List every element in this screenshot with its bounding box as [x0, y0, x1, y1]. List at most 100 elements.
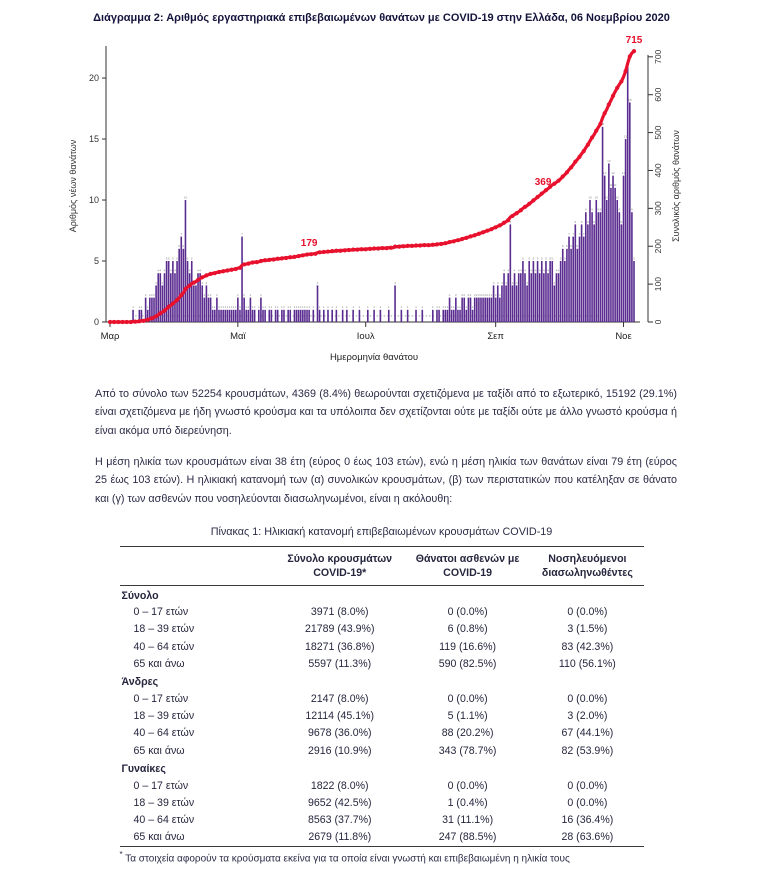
- svg-text:1: 1: [132, 305, 134, 309]
- table-section-row: Γυναίκες: [120, 759, 644, 777]
- svg-text:2: 2: [494, 293, 496, 297]
- svg-text:1: 1: [387, 305, 389, 309]
- svg-text:1: 1: [262, 305, 264, 309]
- svg-text:4: 4: [534, 269, 536, 273]
- svg-text:1: 1: [444, 305, 446, 309]
- svg-text:4: 4: [507, 269, 509, 273]
- svg-text:5: 5: [176, 256, 178, 260]
- svg-text:3: 3: [201, 281, 203, 285]
- intubated-cell: 0 (0.0%): [567, 796, 608, 809]
- deaths-cell: 343 (78.7%): [438, 744, 497, 757]
- svg-text:5: 5: [563, 256, 565, 260]
- cases-cell: 5597 (11.3%): [308, 657, 372, 670]
- age-cell: 18 – 39 ετών: [133, 623, 195, 636]
- table-row: 18 – 39 ετών 9652 (42.5%) 1 (0.4%) 0 (0.0%): [120, 794, 644, 811]
- table-title: Πίνακας 1: Ηλικιακή κατανομή επιβεβαιωμέ…: [210, 526, 553, 539]
- svg-text:4: 4: [555, 269, 557, 273]
- bar-value-labels: 1112122234434554545676105453344323221121…: [132, 61, 635, 309]
- svg-text:3: 3: [515, 281, 517, 285]
- age-cell: 0 – 17 ετών: [133, 779, 189, 792]
- deaths-cell: 0 (0.0%): [447, 779, 488, 792]
- svg-text:1: 1: [218, 305, 220, 309]
- svg-text:1: 1: [415, 305, 417, 309]
- svg-text:5: 5: [549, 256, 551, 260]
- svg-text:1: 1: [224, 305, 226, 309]
- svg-text:2: 2: [467, 293, 469, 297]
- svg-text:369: 369: [534, 177, 551, 188]
- header-intubated: Νοσηλευόμενοι διασωληνωθέντες: [531, 546, 644, 586]
- intubated-cell: 16 (36.4%): [561, 814, 614, 827]
- svg-text:1: 1: [335, 305, 337, 309]
- svg-text:1: 1: [452, 305, 454, 309]
- svg-text:4: 4: [538, 269, 540, 273]
- deaths-cell: 6 (0.8%): [447, 623, 488, 636]
- svg-text:7: 7: [572, 232, 574, 236]
- table-row: 65 και άνω 2679 (11.8%) 247 (88.5%) 28 (63.…: [120, 829, 644, 847]
- svg-text:3: 3: [501, 281, 503, 285]
- intubated-cell: 0 (0.0%): [567, 779, 608, 792]
- svg-text:1: 1: [442, 305, 444, 309]
- svg-text:1: 1: [318, 305, 320, 309]
- svg-text:715: 715: [625, 35, 642, 46]
- svg-text:Σεπ: Σεπ: [487, 331, 504, 342]
- svg-text:1: 1: [247, 305, 249, 309]
- svg-text:10: 10: [615, 195, 619, 199]
- svg-text:5: 5: [93, 256, 98, 266]
- svg-text:0: 0: [653, 319, 663, 324]
- deaths-cell: 5 (1.1%): [447, 710, 488, 723]
- svg-text:2: 2: [475, 293, 477, 297]
- chart-title: Διάγραμμα 2: Αριθμός εργαστηριακά επιβεβ…: [93, 12, 670, 24]
- svg-text:1: 1: [274, 305, 276, 309]
- age-cell: 18 – 39 ετών: [133, 796, 195, 809]
- svg-text:1: 1: [322, 305, 324, 309]
- svg-text:1: 1: [276, 305, 278, 309]
- svg-text:5: 5: [528, 256, 530, 260]
- svg-text:12: 12: [611, 171, 615, 175]
- svg-text:5: 5: [540, 256, 542, 260]
- svg-text:1: 1: [232, 305, 234, 309]
- body-paragraph-age-summary: Η μέση ηλικία των κρουσμάτων είναι 38 έτ…: [95, 456, 677, 505]
- age-cell: 65 και άνω: [133, 657, 185, 670]
- cases-cell: 3971 (8.0%): [310, 606, 369, 619]
- svg-text:1: 1: [421, 305, 423, 309]
- svg-text:7: 7: [578, 232, 580, 236]
- svg-text:1: 1: [297, 305, 299, 309]
- svg-text:8: 8: [509, 220, 511, 224]
- svg-text:5: 5: [559, 256, 561, 260]
- svg-text:Μαϊ: Μαϊ: [230, 331, 246, 342]
- deaths-cell: 119 (16.6%): [439, 640, 497, 653]
- svg-text:15: 15: [623, 134, 627, 138]
- svg-text:7: 7: [568, 232, 570, 236]
- svg-text:11: 11: [613, 183, 616, 187]
- cases-cell: 12114 (45.1%): [305, 710, 375, 723]
- svg-text:2: 2: [249, 293, 251, 297]
- svg-text:1: 1: [289, 305, 291, 309]
- svg-text:1: 1: [436, 305, 438, 309]
- svg-text:1: 1: [471, 305, 473, 309]
- svg-text:2: 2: [486, 293, 488, 297]
- svg-text:700: 700: [653, 49, 663, 63]
- svg-text:1: 1: [211, 305, 213, 309]
- svg-text:5: 5: [532, 256, 534, 260]
- svg-text:2: 2: [498, 293, 500, 297]
- svg-text:1: 1: [295, 305, 297, 309]
- svg-text:5: 5: [551, 256, 553, 260]
- svg-text:1: 1: [281, 305, 283, 309]
- age-cell: 40 – 64 ετών: [133, 640, 195, 653]
- svg-text:200: 200: [653, 239, 663, 253]
- header-intubated-line1: Νοσηλευόμενοι: [548, 553, 627, 566]
- intubated-cell: 28 (63.6%): [561, 831, 614, 844]
- x-axis-ticks: Μαρ Μαϊ Ιουλ Σεπ Νοε: [100, 322, 632, 342]
- age-cell: 40 – 64 ετών: [133, 814, 195, 827]
- svg-text:300: 300: [653, 201, 663, 215]
- cases-cell: 9678 (36.0%): [307, 727, 372, 740]
- svg-text:9: 9: [631, 208, 633, 212]
- table-row: 0 – 17 ετών 2147 (8.0%) 0 (0.0%) 0 (0.0%): [120, 690, 644, 707]
- svg-text:7: 7: [180, 232, 182, 236]
- svg-text:3: 3: [496, 281, 498, 285]
- header-cases: Σύνολο κρουσμάτων COVID-19*: [275, 546, 404, 586]
- table-row: 40 – 64 ετών 18271 (36.8%) 119 (16.6%) 83 (…: [120, 638, 644, 655]
- svg-text:2: 2: [144, 293, 146, 297]
- svg-text:1: 1: [306, 305, 308, 309]
